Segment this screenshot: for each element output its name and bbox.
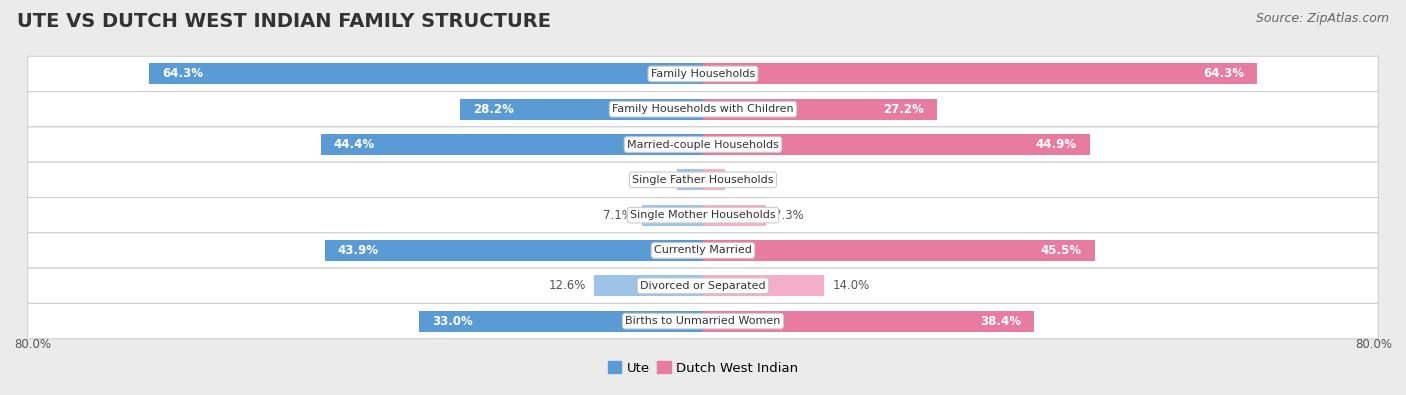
FancyBboxPatch shape: [28, 56, 1378, 92]
Text: 38.4%: 38.4%: [980, 314, 1021, 327]
Text: 2.6%: 2.6%: [734, 173, 763, 186]
Bar: [703, 275, 824, 296]
FancyBboxPatch shape: [28, 162, 1378, 198]
Bar: [703, 240, 1095, 261]
Text: 33.0%: 33.0%: [432, 314, 472, 327]
Bar: [321, 134, 703, 155]
Text: 7.3%: 7.3%: [775, 209, 804, 222]
Text: UTE VS DUTCH WEST INDIAN FAMILY STRUCTURE: UTE VS DUTCH WEST INDIAN FAMILY STRUCTUR…: [17, 12, 551, 31]
Text: 64.3%: 64.3%: [1202, 68, 1244, 81]
Text: 64.3%: 64.3%: [162, 68, 204, 81]
Text: Births to Unmarried Women: Births to Unmarried Women: [626, 316, 780, 326]
Text: Single Mother Households: Single Mother Households: [630, 210, 776, 220]
Bar: [703, 169, 725, 190]
Text: Married-couple Households: Married-couple Households: [627, 139, 779, 150]
FancyBboxPatch shape: [28, 233, 1378, 268]
Bar: [703, 63, 1257, 85]
Bar: [460, 99, 703, 120]
Text: Family Households with Children: Family Households with Children: [612, 104, 794, 114]
Text: 45.5%: 45.5%: [1040, 244, 1083, 257]
Bar: [149, 63, 703, 85]
Bar: [678, 169, 703, 190]
FancyBboxPatch shape: [28, 92, 1378, 127]
Text: 7.1%: 7.1%: [603, 209, 633, 222]
Text: 27.2%: 27.2%: [883, 103, 924, 116]
Legend: Ute, Dutch West Indian: Ute, Dutch West Indian: [603, 356, 803, 380]
Bar: [419, 310, 703, 332]
Bar: [595, 275, 703, 296]
Text: 43.9%: 43.9%: [337, 244, 378, 257]
Bar: [643, 205, 703, 226]
FancyBboxPatch shape: [28, 303, 1378, 339]
Text: Source: ZipAtlas.com: Source: ZipAtlas.com: [1256, 12, 1389, 25]
Text: 3.0%: 3.0%: [638, 173, 669, 186]
Bar: [703, 205, 766, 226]
Text: 12.6%: 12.6%: [548, 279, 586, 292]
Text: Currently Married: Currently Married: [654, 245, 752, 256]
FancyBboxPatch shape: [28, 268, 1378, 303]
Text: 44.9%: 44.9%: [1036, 138, 1077, 151]
Text: Single Father Households: Single Father Households: [633, 175, 773, 185]
Text: 14.0%: 14.0%: [832, 279, 869, 292]
Text: Divorced or Separated: Divorced or Separated: [640, 281, 766, 291]
Text: 80.0%: 80.0%: [1355, 338, 1392, 351]
Text: Family Households: Family Households: [651, 69, 755, 79]
Text: 44.4%: 44.4%: [333, 138, 374, 151]
Text: 80.0%: 80.0%: [14, 338, 51, 351]
Bar: [703, 310, 1033, 332]
FancyBboxPatch shape: [28, 127, 1378, 162]
FancyBboxPatch shape: [28, 198, 1378, 233]
Bar: [703, 99, 938, 120]
Bar: [703, 134, 1090, 155]
Text: 28.2%: 28.2%: [472, 103, 515, 116]
Bar: [325, 240, 703, 261]
